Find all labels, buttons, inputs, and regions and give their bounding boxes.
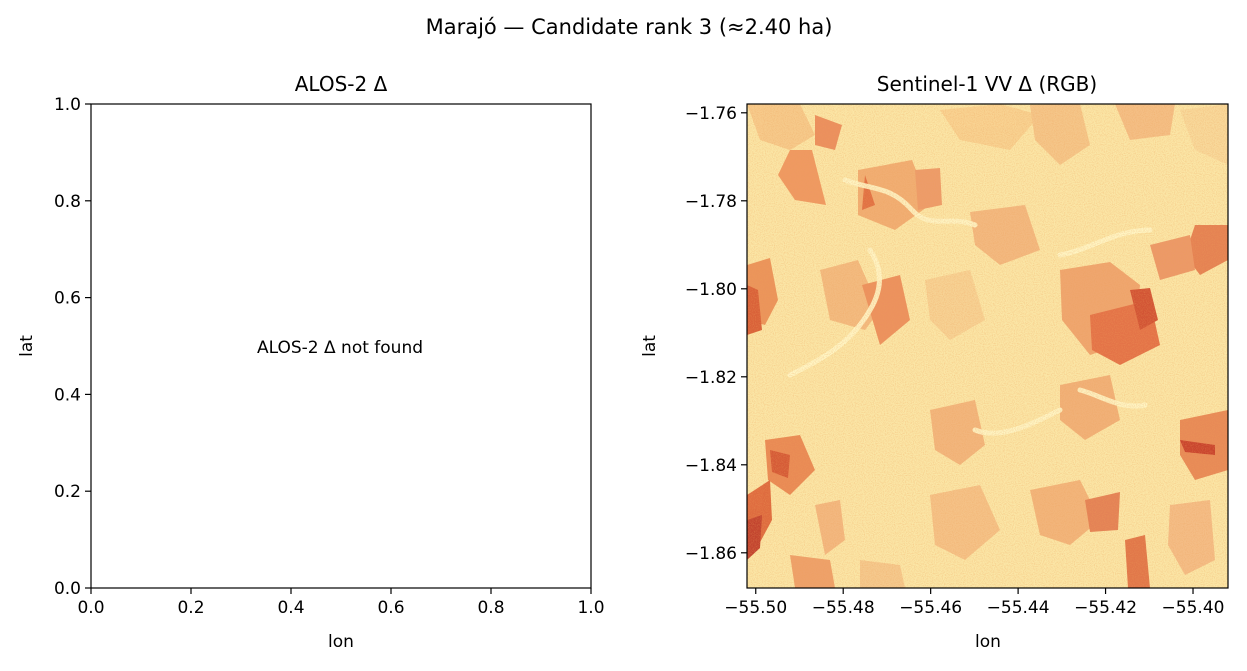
annotation-not-found: ALOS-2 Δ not found xyxy=(257,338,423,358)
panel-title: ALOS-2 Δ xyxy=(295,72,388,96)
y-axis-ticks: 0.0 0.2 0.4 0.6 0.8 1.0 xyxy=(54,95,91,599)
y-tick-label: 1.0 xyxy=(54,95,81,115)
y-tick-label: −1.82 xyxy=(685,368,737,388)
y-tick-label: −1.84 xyxy=(685,456,737,476)
x-tick-label: 0.4 xyxy=(277,598,304,618)
figure-suptitle: Marajó — Candidate rank 3 (≈2.40 ha) xyxy=(426,15,833,39)
y-axis-label: lat xyxy=(17,335,37,357)
x-tick-label: −55.46 xyxy=(899,598,962,618)
plot-area xyxy=(90,103,592,589)
y-tick-label: 0.0 xyxy=(54,579,81,599)
x-axis-label: lon xyxy=(975,632,1001,652)
y-tick-label: 0.8 xyxy=(54,192,81,212)
panel-alos2: ALOS-2 Δ 0.0 0.2 0.4 0.6 0.8 1.0 0.0 0.2 0.4 0.6… xyxy=(17,72,605,652)
y-tick-label: 0.6 xyxy=(54,289,81,309)
y-tick-label: 0.2 xyxy=(54,482,81,502)
panel-sentinel1: Sentinel-1 VV Δ (RGB) xyxy=(640,72,1229,652)
x-tick-label: 1.0 xyxy=(577,598,604,618)
panel-title: Sentinel-1 VV Δ (RGB) xyxy=(877,72,1097,96)
x-axis-ticks: −55.50 −55.48 −55.46 −55.44 −55.42 −55.40 xyxy=(724,588,1224,618)
y-tick-label: −1.80 xyxy=(685,280,737,300)
x-tick-label: 0.8 xyxy=(477,598,504,618)
x-tick-label: −55.40 xyxy=(1162,598,1225,618)
x-axis-ticks: 0.0 0.2 0.4 0.6 0.8 1.0 xyxy=(77,588,605,618)
x-tick-label: −55.42 xyxy=(1074,598,1137,618)
y-tick-label: −1.86 xyxy=(685,544,737,564)
y-tick-label: −1.78 xyxy=(685,192,737,212)
y-axis-label: lat xyxy=(640,335,660,357)
x-tick-label: 0.0 xyxy=(77,598,104,618)
heatmap-image xyxy=(747,104,1228,588)
plot-area xyxy=(746,103,1229,589)
x-tick-label: −55.50 xyxy=(724,598,787,618)
x-tick-label: −55.48 xyxy=(812,598,875,618)
y-tick-label: −1.76 xyxy=(685,104,737,124)
x-tick-label: 0.2 xyxy=(177,598,204,618)
y-tick-label: 0.4 xyxy=(54,385,81,405)
x-tick-label: −55.44 xyxy=(987,598,1050,618)
y-axis-ticks: −1.76 −1.78 −1.80 −1.82 −1.84 −1.86 xyxy=(685,104,747,564)
x-tick-label: 0.6 xyxy=(377,598,404,618)
x-axis-label: lon xyxy=(328,632,354,652)
